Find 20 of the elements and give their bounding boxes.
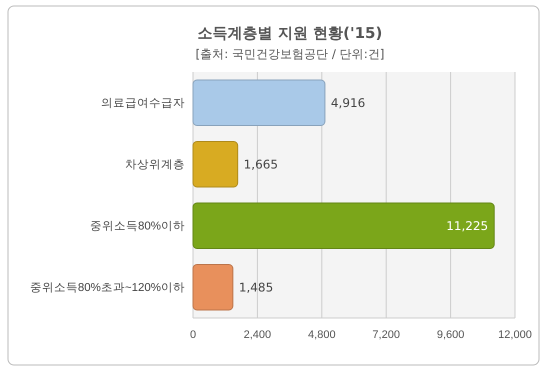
data-label: 4,916 xyxy=(330,96,366,110)
chart-subtitle: [출처: 국민건강보험공단 / 단위:건] xyxy=(196,47,384,61)
x-tick-label: 0 xyxy=(190,328,196,341)
data-label: 1,665 xyxy=(244,157,278,172)
y-tick-label: 차상위계층 xyxy=(125,158,185,171)
y-tick-label: 의료급여수급자 xyxy=(101,97,185,110)
bar xyxy=(192,79,326,126)
x-tick-label: 12,000 xyxy=(498,328,532,341)
bar xyxy=(192,202,495,250)
data-label: 11,225 xyxy=(446,218,488,233)
x-tick-label: 4,800 xyxy=(308,328,336,341)
bar xyxy=(192,264,234,311)
bar xyxy=(192,140,238,188)
y-tick-label: 중위소득80%초과~120%이하 xyxy=(30,282,185,294)
x-tick-label: 9,600 xyxy=(436,328,464,341)
data-label: 1,485 xyxy=(238,280,274,294)
x-tick-label: 7,200 xyxy=(372,328,400,341)
y-tick-label: 중위소득80%이하 xyxy=(90,220,185,232)
chart-title: 소득계층별 지원 현황('15) xyxy=(198,24,382,42)
x-tick-label: 2,400 xyxy=(244,328,272,341)
